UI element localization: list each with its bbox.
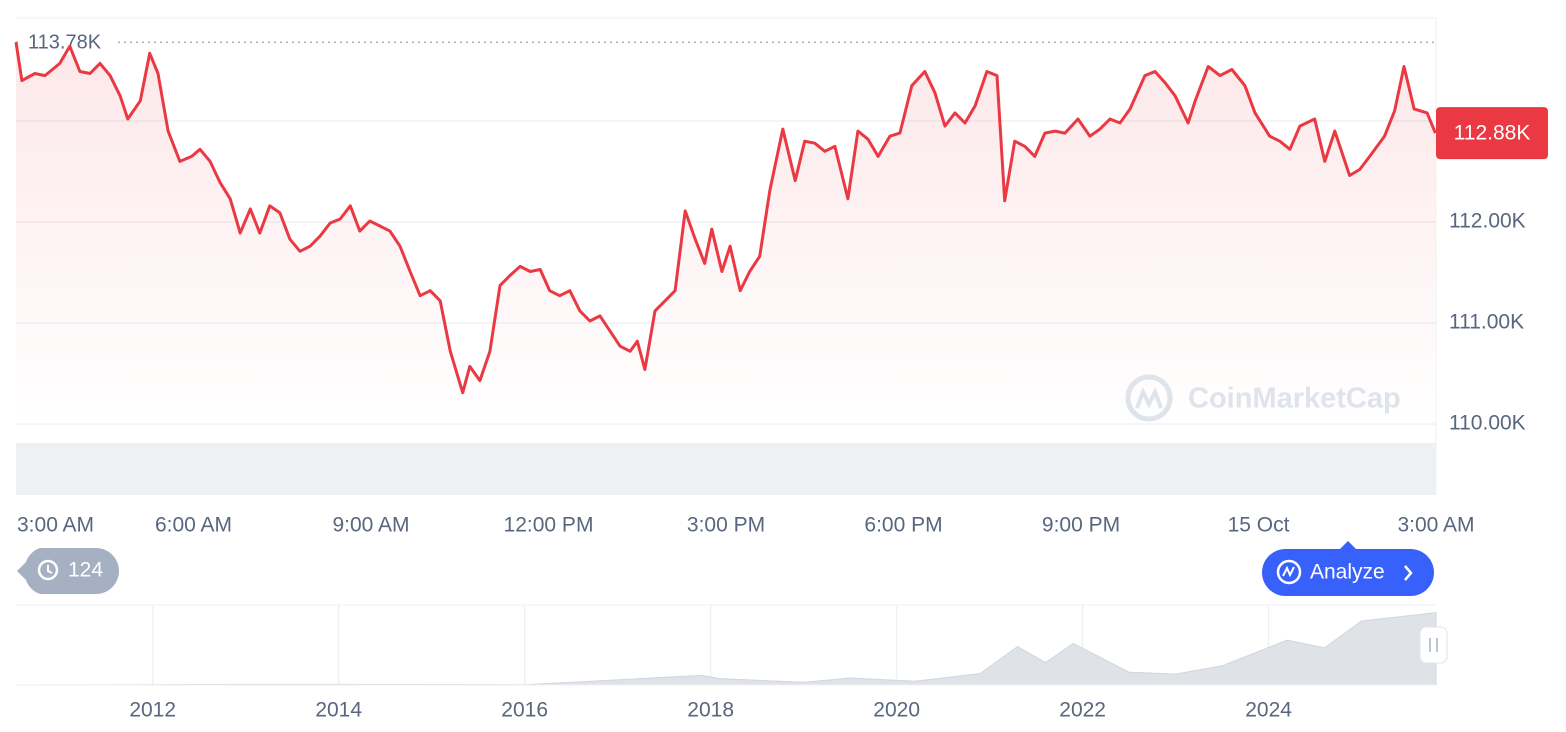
navigator-tick-label: 2024: [1245, 699, 1292, 722]
price-area: [16, 42, 1436, 425]
history-badge[interactable]: 124: [17, 548, 120, 594]
analyze-button[interactable]: Analyze: [1262, 541, 1434, 596]
y-tick-label: 112.00K: [1449, 210, 1526, 233]
x-tick-label: 15 Oct: [1228, 514, 1290, 537]
x-tick-label: 6:00 PM: [864, 514, 942, 537]
price-line: [14, 41, 1437, 395]
analyze-label: Analyze: [1310, 561, 1385, 584]
high-label-bg: [22, 29, 116, 56]
navigator-tick-label: 2020: [873, 699, 920, 722]
high-label: 113.78K: [28, 32, 102, 54]
y-tick-label: 110.00K: [1449, 412, 1526, 435]
watermark-text: CoinMarketCap: [1188, 383, 1401, 415]
x-tick-label: 6:00 AM: [155, 514, 232, 537]
x-tick-label: 3:00 AM: [17, 514, 94, 537]
navigator-tick-label: 2012: [129, 699, 176, 722]
volume-band: [16, 443, 1436, 495]
navigator-area: [15, 612, 1437, 686]
last-price-label: 112.88K: [1454, 122, 1531, 145]
x-tick-label: 9:00 PM: [1042, 514, 1120, 537]
navigator-handle[interactable]: [1419, 626, 1448, 664]
navigator-tick-label: 2022: [1059, 699, 1106, 722]
y-tick-label: 111.00K: [1449, 311, 1524, 334]
navigator-tick-label: 2014: [315, 699, 362, 722]
x-tick-label: 3:00 PM: [687, 514, 765, 537]
last-price-badge: [1436, 107, 1548, 160]
x-tick-label: 9:00 AM: [332, 514, 409, 537]
navigator-tick-label: 2018: [687, 699, 734, 722]
watermark: CoinMarketCap: [1125, 374, 1401, 422]
history-count: 124: [68, 559, 103, 582]
navigator-tick-label: 2016: [501, 699, 548, 722]
x-tick-label: 3:00 AM: [1397, 514, 1474, 537]
x-tick-label: 12:00 PM: [504, 514, 594, 537]
